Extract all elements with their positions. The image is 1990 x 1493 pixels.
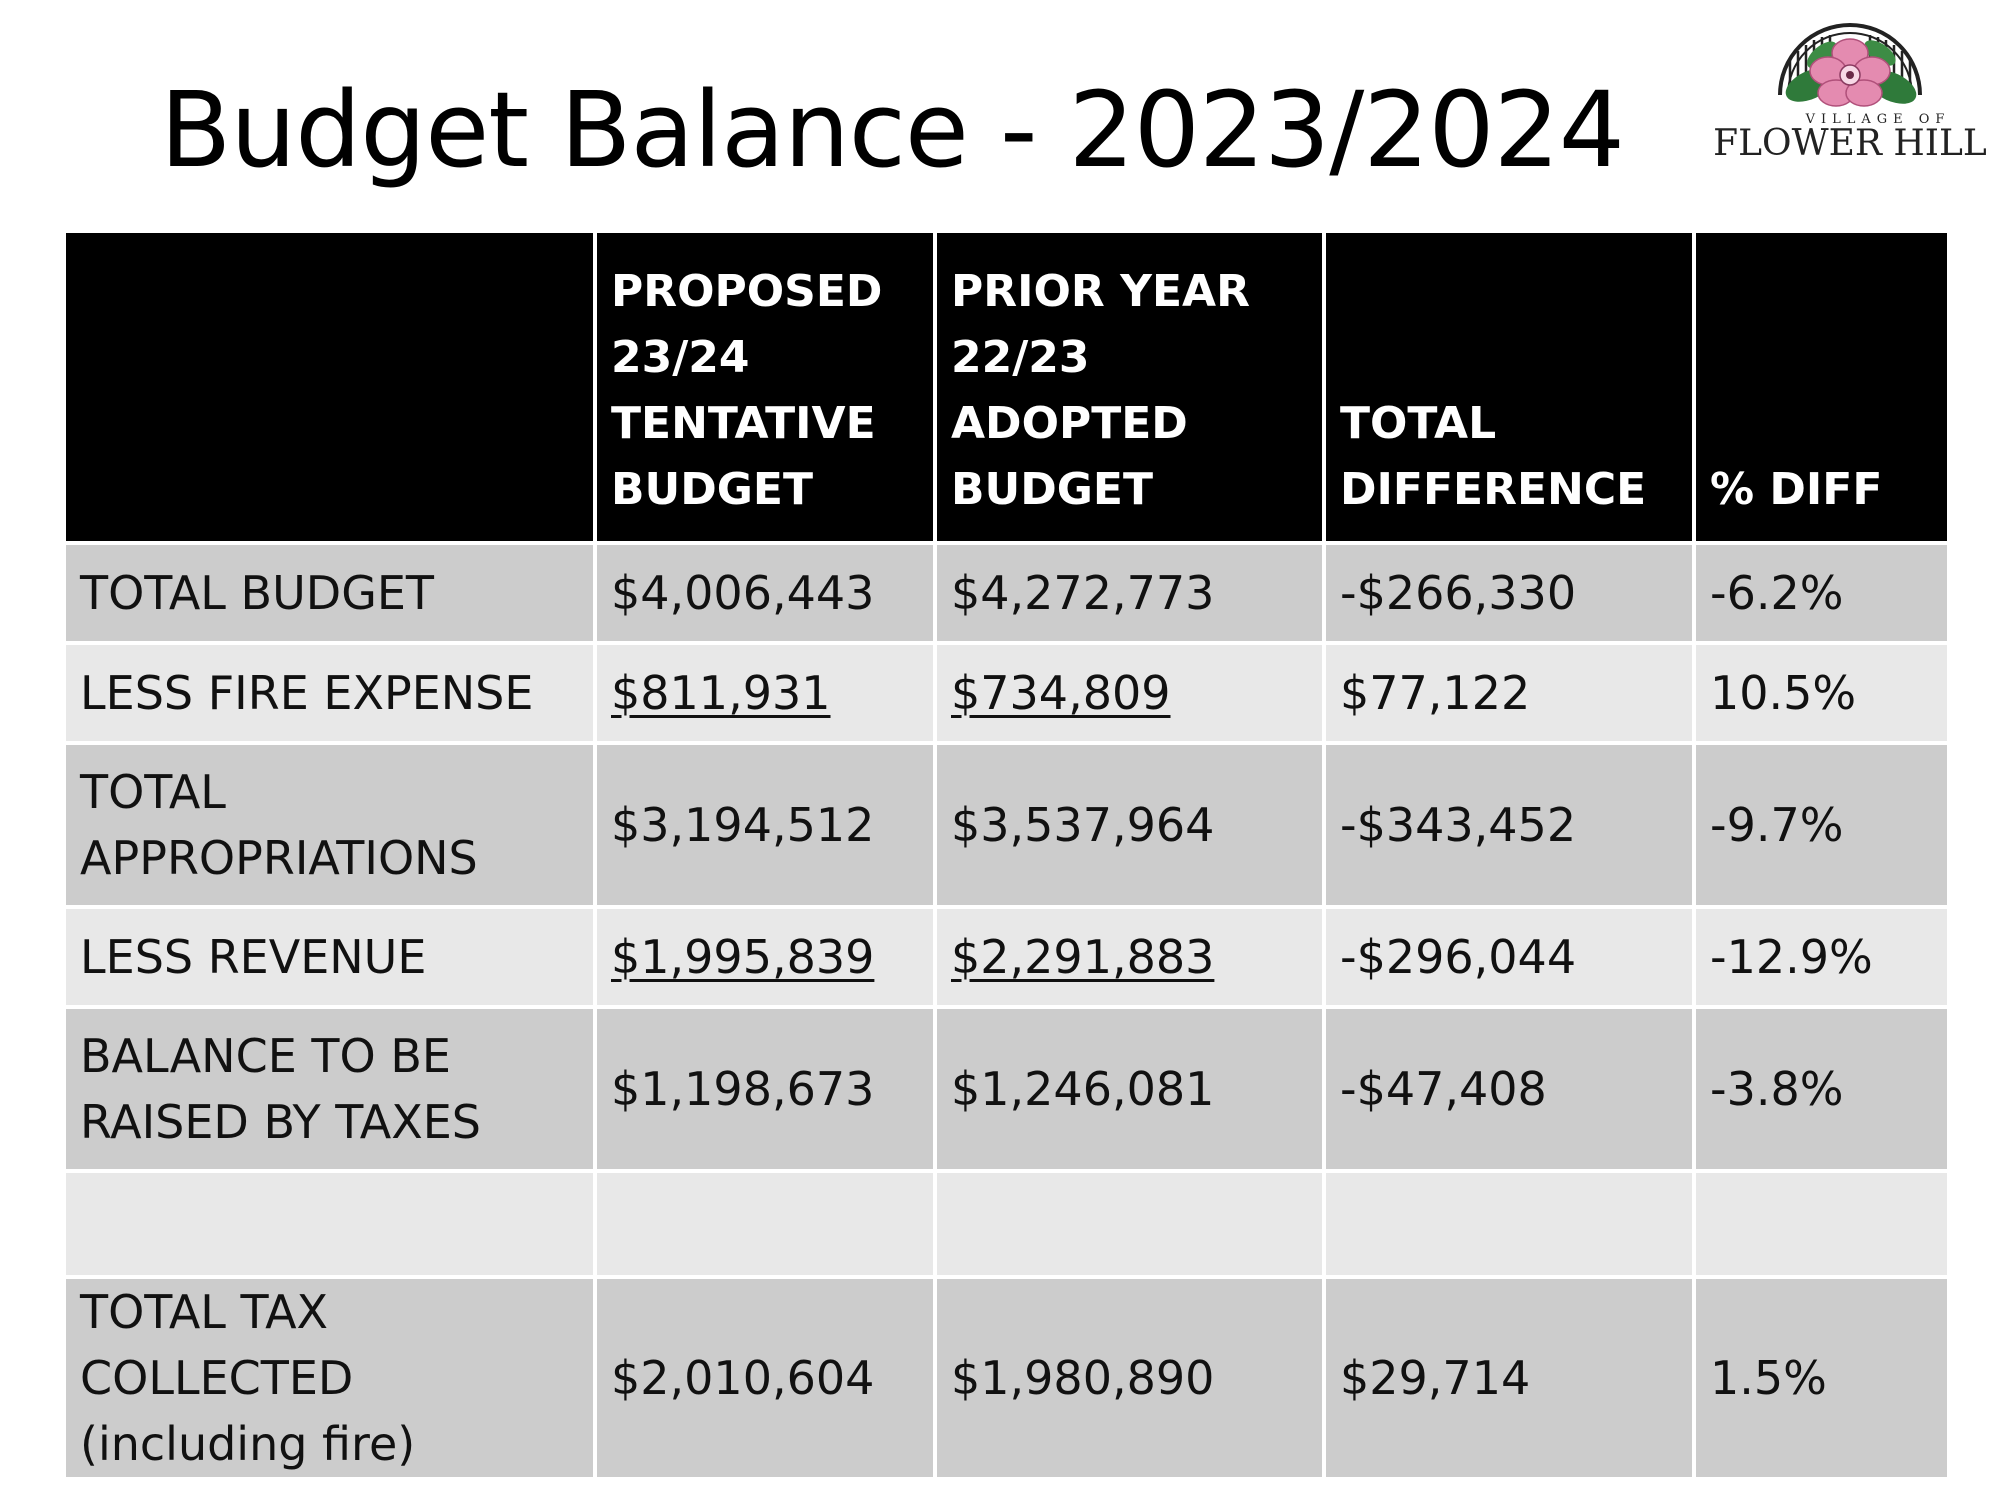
header-total-difference: TOTAL DIFFERENCE xyxy=(1322,229,1696,545)
cell-prior: $1,980,890 xyxy=(933,1275,1326,1481)
svg-text:FLOWER HILL: FLOWER HILL xyxy=(1713,123,1987,164)
cell-pct: 10.5% xyxy=(1692,641,1951,745)
cell-prior-value: $2,291,883 xyxy=(951,930,1215,984)
row-label: TOTAL TAX COLLECTED (including fire) xyxy=(62,1275,597,1481)
cell-difference xyxy=(1322,1169,1696,1279)
cell-pct: -6.2% xyxy=(1692,541,1951,645)
header-prior-year: PRIOR YEAR 22/23 ADOPTED BUDGET xyxy=(933,229,1326,545)
cell-proposed: $2,010,604 xyxy=(593,1275,937,1481)
cell-prior xyxy=(933,1169,1326,1279)
cell-prior-value: $734,809 xyxy=(951,666,1171,720)
cell-difference: $29,714 xyxy=(1322,1275,1696,1481)
cell-difference: -$343,452 xyxy=(1322,741,1696,909)
row-label: LESS FIRE EXPENSE xyxy=(62,641,597,745)
cell-pct: -12.9% xyxy=(1692,905,1951,1009)
cell-difference: $77,122 xyxy=(1322,641,1696,745)
cell-prior: $734,809 xyxy=(933,641,1326,745)
cell-prior: $1,246,081 xyxy=(933,1005,1326,1173)
cell-pct xyxy=(1692,1169,1951,1279)
row-label: TOTAL APPROPRIATIONS xyxy=(62,741,597,909)
cell-difference: -$47,408 xyxy=(1322,1005,1696,1173)
cell-proposed: $4,006,443 xyxy=(593,541,937,645)
row-label xyxy=(62,1169,597,1279)
cell-proposed: $3,194,512 xyxy=(593,741,937,909)
header-pct-diff: % DIFF xyxy=(1692,229,1951,545)
row-label: LESS REVENUE xyxy=(62,905,597,1009)
page-title: Budget Balance - 2023/2024 xyxy=(160,69,1625,191)
cell-proposed: $1,198,673 xyxy=(593,1005,937,1173)
flower-hill-seal-icon: VILLAGE OF FLOWER HILL xyxy=(1713,23,1987,164)
table-row: TOTAL TAX COLLECTED (including fire) $2,… xyxy=(62,1275,1951,1481)
table-row: TOTAL APPROPRIATIONS $3,194,512 $3,537,9… xyxy=(62,741,1951,909)
cell-pct: -9.7% xyxy=(1692,741,1951,909)
cell-pct: -3.8% xyxy=(1692,1005,1951,1173)
table-row: BALANCE TO BE RAISED BY TAXES $1,198,673… xyxy=(62,1005,1951,1173)
cell-prior: $2,291,883 xyxy=(933,905,1326,1009)
cell-proposed: $1,995,839 xyxy=(593,905,937,1009)
flower-hill-logo: VILLAGE OF FLOWER HILL xyxy=(1710,15,1990,195)
table-row: TOTAL BUDGET $4,006,443 $4,272,773 -$266… xyxy=(62,541,1951,645)
cell-pct: 1.5% xyxy=(1692,1275,1951,1481)
cell-proposed: $811,931 xyxy=(593,641,937,745)
cell-proposed-value: $1,995,839 xyxy=(611,930,875,984)
cell-prior: $4,272,773 xyxy=(933,541,1326,645)
table-row: LESS FIRE EXPENSE $811,931 $734,809 $77,… xyxy=(62,641,1951,745)
table-row-blank xyxy=(62,1169,1951,1279)
header-blank xyxy=(62,229,597,545)
row-label: BALANCE TO BE RAISED BY TAXES xyxy=(62,1005,597,1173)
budget-table: PROPOSED 23/24 TENTATIVE BUDGET PRIOR YE… xyxy=(62,229,1951,1481)
svg-text:VILLAGE OF: VILLAGE OF xyxy=(1805,112,1951,127)
cell-difference: -$296,044 xyxy=(1322,905,1696,1009)
cell-difference: -$266,330 xyxy=(1322,541,1696,645)
table-row: LESS REVENUE $1,995,839 $2,291,883 -$296… xyxy=(62,905,1951,1009)
cell-prior: $3,537,964 xyxy=(933,741,1326,909)
cell-proposed-value: $811,931 xyxy=(611,666,831,720)
table-header-row: PROPOSED 23/24 TENTATIVE BUDGET PRIOR YE… xyxy=(62,229,1951,545)
cell-proposed xyxy=(593,1169,937,1279)
row-label: TOTAL BUDGET xyxy=(62,541,597,645)
header-proposed: PROPOSED 23/24 TENTATIVE BUDGET xyxy=(593,229,937,545)
